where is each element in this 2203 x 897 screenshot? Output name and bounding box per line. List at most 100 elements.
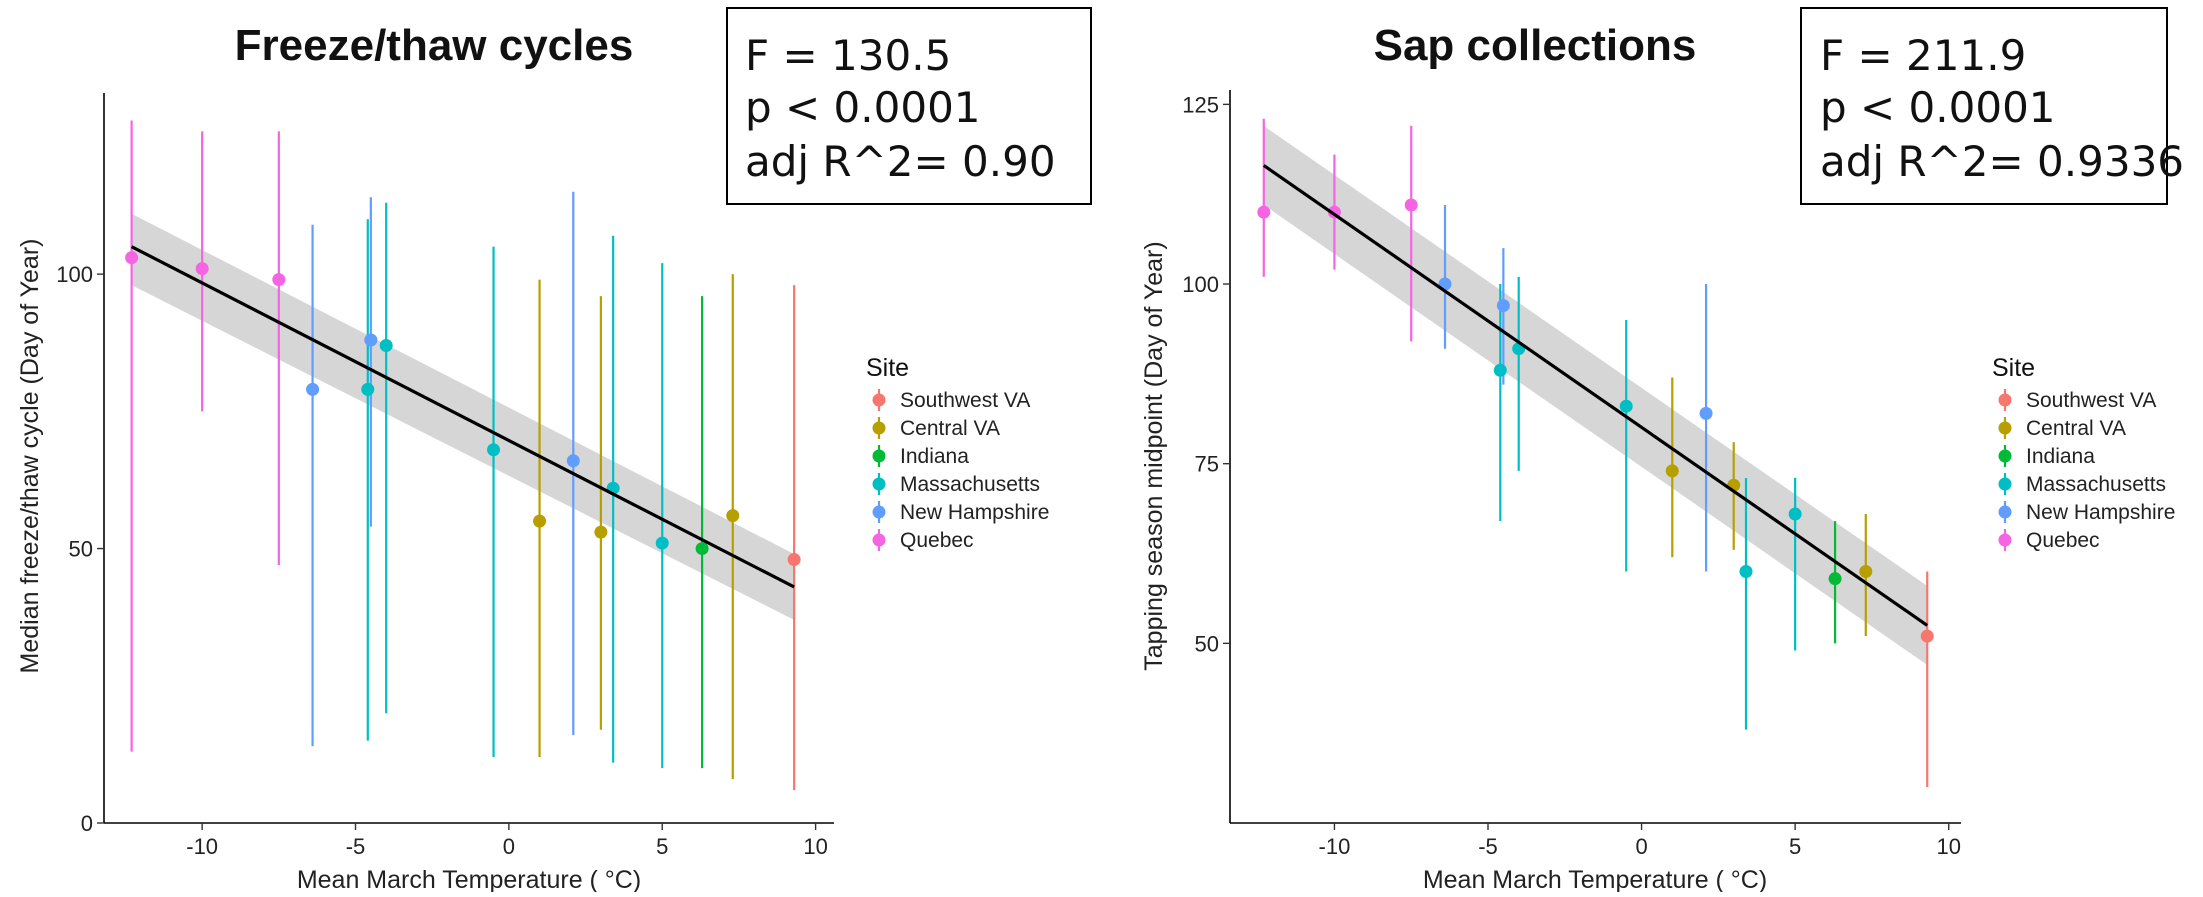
y-tick-label: 0	[81, 811, 93, 836]
stat-f: F = 211.9	[1820, 31, 2026, 80]
legend-key-dot	[872, 421, 886, 435]
y-tick-label: 50	[1195, 631, 1219, 656]
point-central-va	[533, 514, 547, 528]
legend-item-central-va: Central VA	[1998, 417, 2126, 440]
point-massachusetts	[379, 338, 393, 352]
legend-title: Site	[866, 354, 909, 382]
legend-key-dot	[872, 533, 886, 547]
legend-label: Southwest VA	[2026, 389, 2156, 412]
point-southwest-va	[1920, 629, 1934, 643]
legend-label: Indiana	[2026, 445, 2095, 468]
regression-line	[1262, 164, 1929, 627]
legend-label: Central VA	[900, 417, 1000, 440]
legend-key-dot	[1998, 533, 2012, 547]
stat-r2: adj R^2= 0.90	[745, 137, 1056, 186]
regression-layer	[130, 245, 795, 589]
x-tick-label: 10	[1936, 834, 1960, 859]
legend-label: Massachusetts	[2026, 473, 2166, 496]
legend-item-southwest-va: Southwest VA	[872, 389, 1030, 412]
point-layer	[125, 251, 801, 567]
regression-line	[130, 245, 795, 589]
legend-label: Indiana	[900, 445, 969, 468]
regression-layer	[1262, 164, 1929, 627]
legend-item-central-va: Central VA	[872, 417, 1000, 440]
x-tick-label: 5	[656, 834, 668, 859]
point-indiana	[1828, 572, 1842, 586]
legend-label: New Hampshire	[2026, 501, 2175, 524]
legend-items: Southwest VA Central VA Indiana Massachuset…	[872, 389, 1049, 552]
legend-key-dot	[1998, 449, 2012, 463]
x-tick-label: -10	[1319, 834, 1351, 859]
y-axis-label: Median freeze/thaw cycle (Day of Year)	[16, 239, 44, 674]
point-massachusetts	[655, 536, 669, 550]
y-tick-label: 100	[1182, 272, 1219, 297]
point-new-hampshire	[364, 333, 378, 347]
legend-key-dot	[872, 449, 886, 463]
x-tick-label: 0	[1635, 834, 1647, 859]
y-tick-label: 100	[56, 262, 93, 287]
point-central-va	[594, 525, 608, 539]
legend-label: Southwest VA	[900, 389, 1030, 412]
stat-p: p < 0.0001	[1820, 83, 2056, 132]
legend-key-dot	[872, 477, 886, 491]
legend-label: Central VA	[2026, 417, 2126, 440]
stat-r2: adj R^2= 0.9336	[1820, 137, 2184, 186]
chart-title: Freeze/thaw cycles	[235, 21, 634, 70]
point-quebec	[1404, 198, 1418, 212]
legend-label: Quebec	[900, 529, 974, 552]
point-central-va	[1665, 464, 1679, 478]
legend-item-massachusetts: Massachusetts	[872, 473, 1040, 496]
point-central-va	[726, 509, 740, 523]
legend-item-southwest-va: Southwest VA	[1998, 389, 2156, 412]
legend-item-new-hampshire: New Hampshire	[1998, 501, 2175, 524]
point-massachusetts	[361, 382, 375, 396]
legend-label: Massachusetts	[900, 473, 1040, 496]
legend-item-quebec: Quebec	[1998, 529, 2100, 552]
legend-items: Southwest VA Central VA Indiana Massachuset…	[1998, 389, 2175, 552]
legend-key-dot	[872, 505, 886, 519]
point-southwest-va	[787, 553, 801, 567]
stats-box	[1800, 7, 2168, 205]
point-quebec	[1257, 205, 1271, 219]
stat-p: p < 0.0001	[745, 83, 981, 132]
stat-f: F = 130.5	[745, 31, 951, 80]
chart-sap-collections: -10 -5 0 5 10 50 75 100 125 Sap collections F = …	[1140, 7, 2184, 894]
chart-title: Sap collections	[1374, 21, 1697, 70]
error-bar-layer	[130, 120, 796, 791]
point-new-hampshire	[1496, 299, 1510, 313]
legend-key-dot	[1998, 505, 2012, 519]
point-massachusetts	[487, 443, 501, 457]
x-tick-label: 5	[1789, 834, 1801, 859]
legend-item-quebec: Quebec	[872, 529, 974, 552]
point-quebec	[272, 273, 286, 287]
x-axis-label: Mean March Temperature ( °C)	[297, 866, 641, 892]
legend-key-dot	[1998, 421, 2012, 435]
y-axis-label: Tapping season midpoint (Day of Year)	[1140, 241, 1168, 670]
point-massachusetts	[1619, 399, 1633, 413]
point-massachusetts	[1493, 363, 1507, 377]
stats-box	[726, 7, 1092, 205]
point-massachusetts	[1739, 564, 1753, 578]
legend-item-indiana: Indiana	[872, 445, 969, 468]
x-tick-label: 0	[503, 834, 515, 859]
legend: Site Southwest VA Central VA Indiana Massac…	[1992, 354, 2175, 552]
legend-title: Site	[1992, 354, 2035, 382]
point-indiana	[695, 542, 709, 556]
point-new-hampshire	[1699, 406, 1713, 420]
y-tick-label: 125	[1182, 92, 1219, 117]
point-quebec	[125, 251, 139, 265]
legend: Site Southwest VA Central VA Indiana Massac…	[866, 354, 1049, 552]
legend-key-dot	[872, 393, 886, 407]
axis-layer: -10 -5 0 5 10 50 75 100 125	[1182, 90, 1961, 859]
point-central-va	[1859, 564, 1873, 578]
x-tick-label: -10	[186, 834, 218, 859]
legend-item-massachusetts: Massachusetts	[1998, 473, 2166, 496]
legend-key-dot	[1998, 393, 2012, 407]
point-new-hampshire	[306, 382, 320, 396]
x-tick-label: 10	[803, 834, 827, 859]
legend-key-dot	[1998, 477, 2012, 491]
point-quebec	[195, 262, 209, 276]
